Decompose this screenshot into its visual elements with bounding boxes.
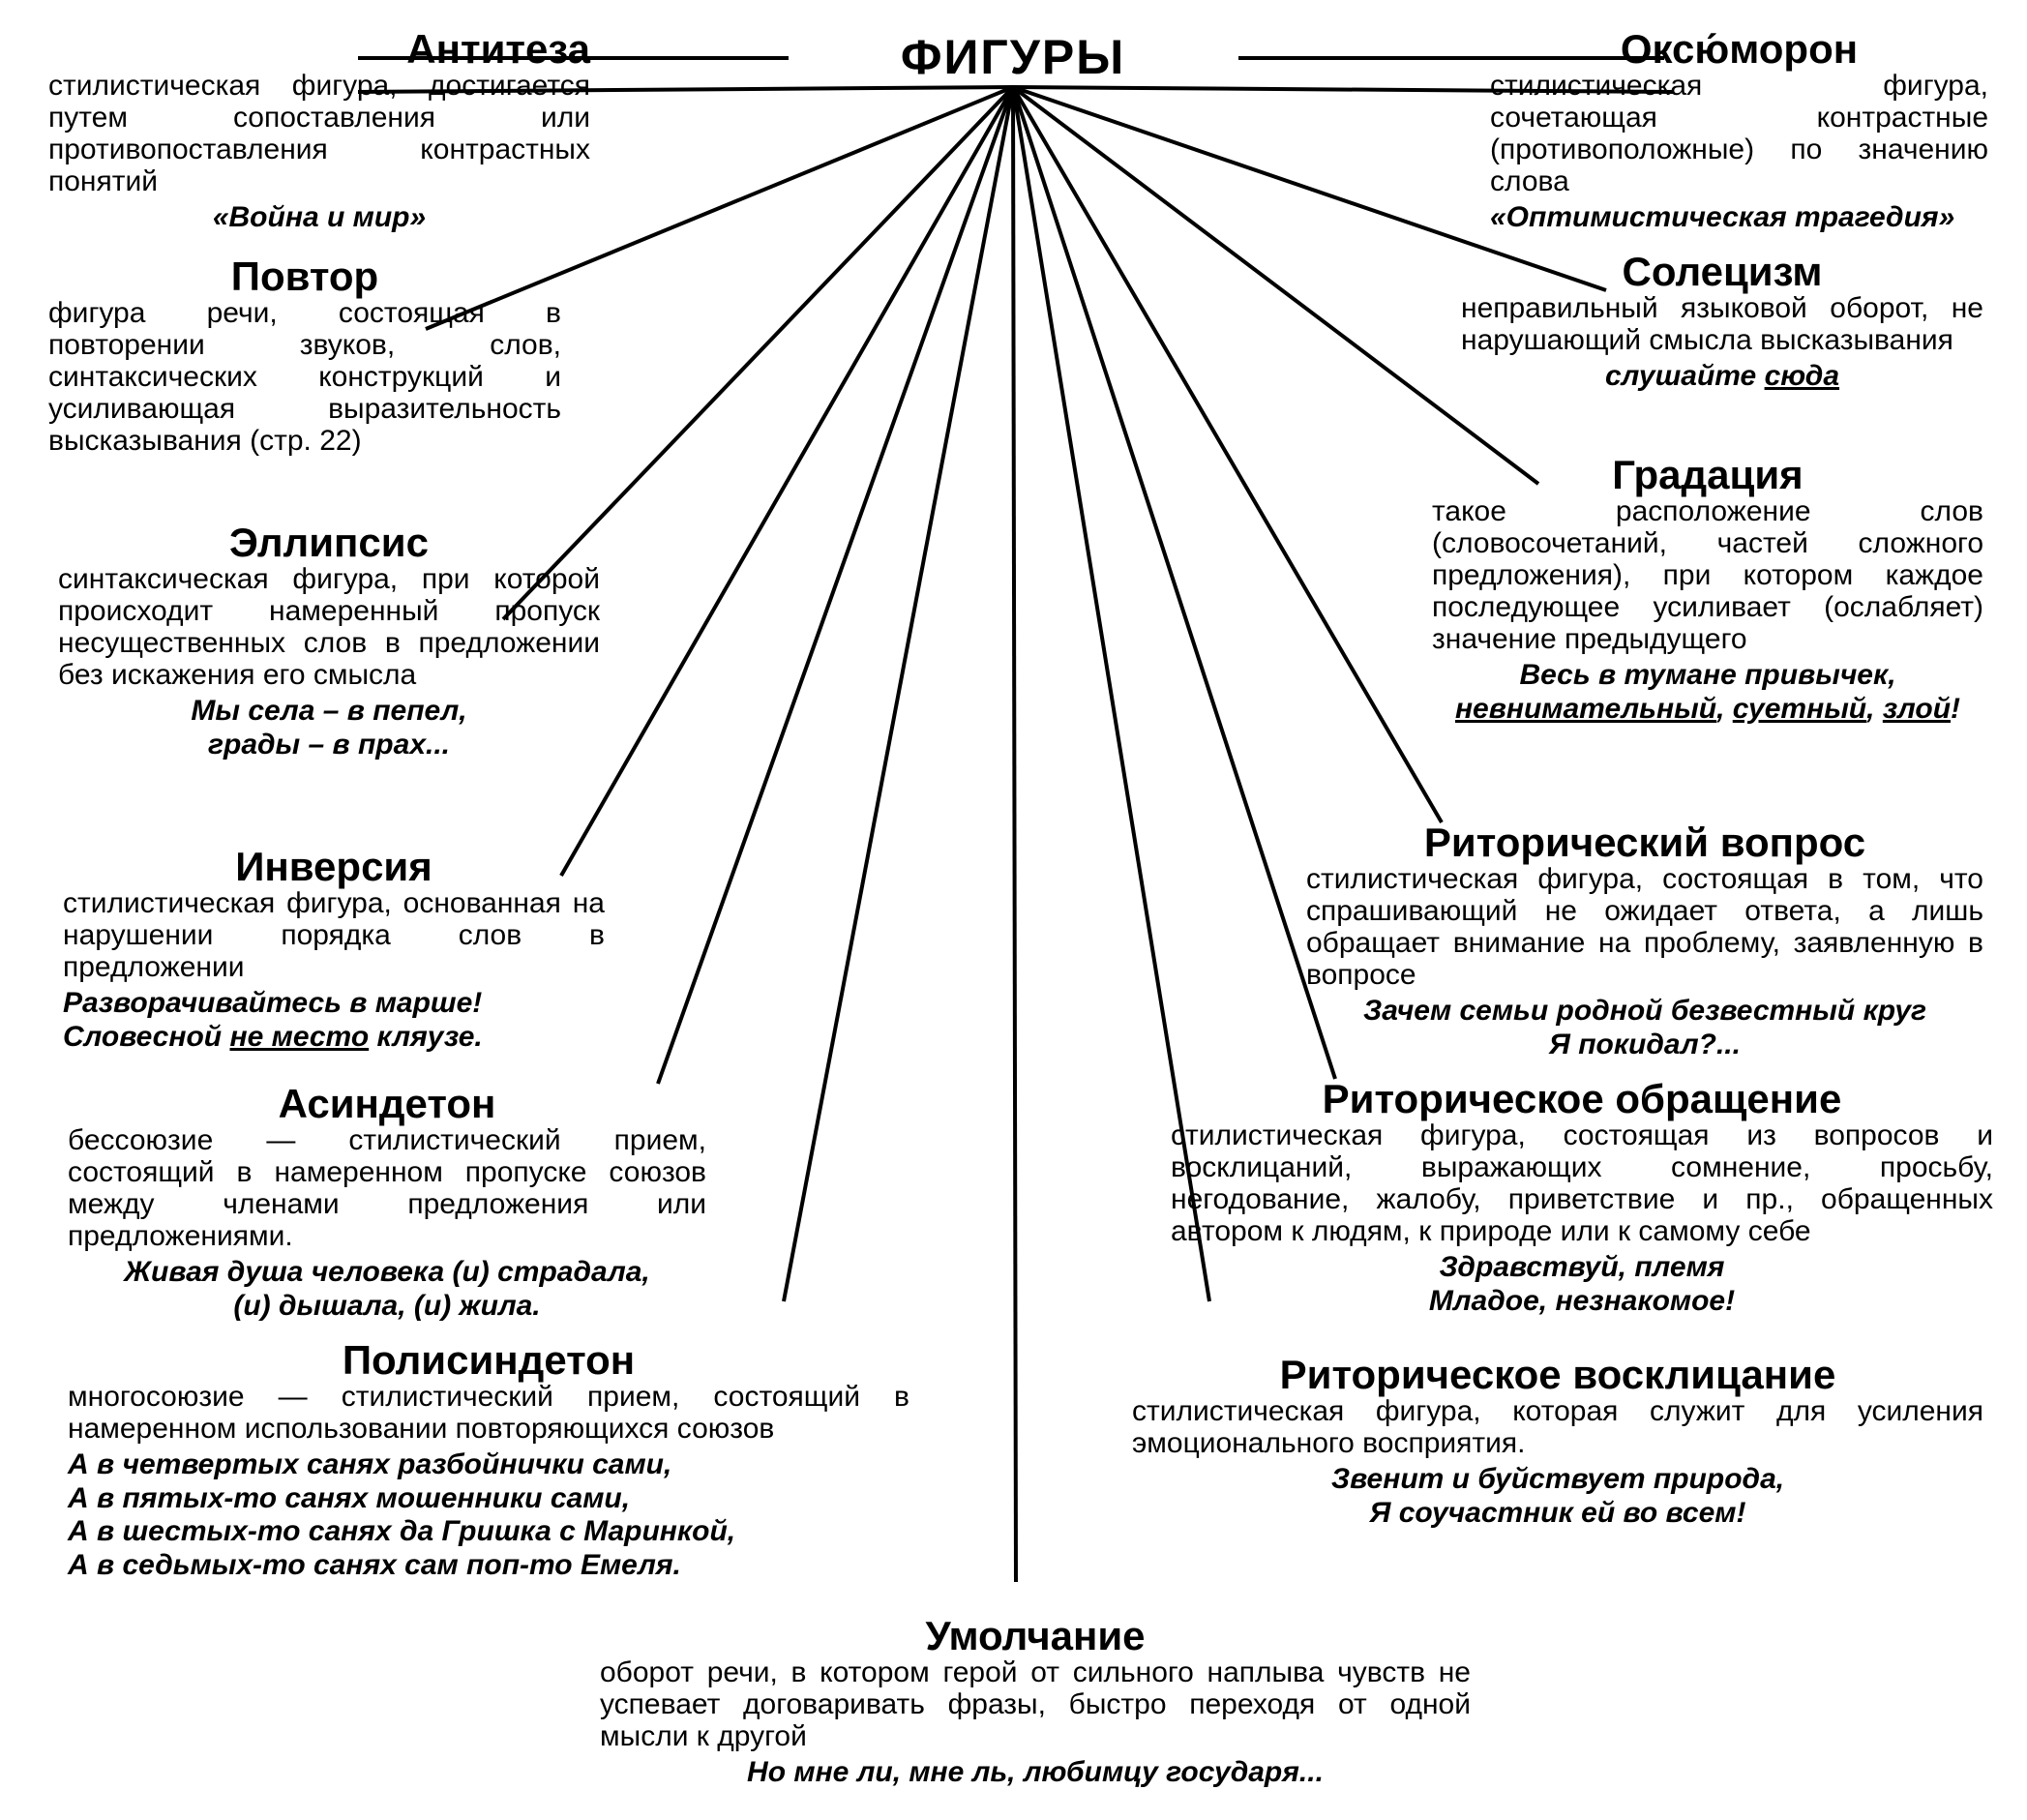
- entry-gradacia: Градациятакое расположение слов (словосо…: [1432, 455, 1983, 726]
- entry-example: Мы села – в пепел,грады – в прах...: [58, 695, 600, 761]
- entry-antiteza: Антитезастилистическая фигура, достигает…: [48, 29, 590, 235]
- entry-rito: Риторическое обращениестилистическая фиг…: [1171, 1079, 1993, 1318]
- figures-diagram: Антитезастилистическая фигура, достигает…: [0, 0, 2027, 1820]
- entry-desc: бессоюзие — стилистический прием, состоя…: [68, 1124, 706, 1252]
- diagram-title: ФИГУРЫ: [901, 29, 1125, 85]
- entry-desc: оборот речи, в котором герой от сильного…: [600, 1656, 1471, 1752]
- entry-example: Зачем семьи родной безвестный кругЯ поки…: [1306, 995, 1983, 1061]
- entry-head: Солецизм: [1461, 252, 1983, 292]
- entry-desc: стилистическая фигура, состоящая из вопр…: [1171, 1119, 1993, 1247]
- entry-head: Эллипсис: [58, 522, 600, 563]
- entry-head: Градация: [1432, 455, 1983, 495]
- entry-povtor: Повторфигура речи, состоящая в повторени…: [48, 256, 561, 457]
- entry-example: Весь в тумане привычек,невнимательный, с…: [1432, 659, 1983, 726]
- entry-ritv: Риторический вопросстилистическая фигура…: [1306, 822, 1983, 1061]
- entry-head: Антитеза: [48, 29, 590, 70]
- entry-ritvosk: Риторическое восклицаниестилистическая ф…: [1132, 1355, 1983, 1530]
- entry-ellipsis: Эллипсиссинтаксическая фигура, при котор…: [58, 522, 600, 761]
- entry-head: Полисиндетон: [68, 1340, 909, 1381]
- entry-oksymoron: Оксю́моронстилистическая фигура, сочетаю…: [1490, 29, 1988, 235]
- entry-solecizm: Солецизмнеправильный языковой оборот, не…: [1461, 252, 1983, 394]
- entry-example: «Оптимистическая трагедия»: [1490, 201, 1988, 235]
- entry-head: Повтор: [48, 256, 561, 297]
- entry-example: Живая душа человека (и) страдала,(и) дыш…: [68, 1256, 706, 1323]
- entry-desc: фигура речи, состоящая в повторении звук…: [48, 297, 561, 457]
- entry-desc: стилистическая фигура, основанная на нар…: [63, 887, 605, 983]
- entry-example: «Война и мир»: [48, 201, 590, 235]
- entry-desc: такое расположение слов (словосочетаний,…: [1432, 495, 1983, 655]
- entry-example: Звенит и буйствует природа,Я соучастник …: [1132, 1463, 1983, 1530]
- entry-asindeton: Асиндетонбессоюзие — стилистический прие…: [68, 1084, 706, 1323]
- entry-desc: стилистическая фигура, состоящая в том, …: [1306, 863, 1983, 991]
- entry-desc: стилистическая фигура, сочетающая контра…: [1490, 70, 1988, 197]
- entry-head: Риторическое обращение: [1171, 1079, 1993, 1119]
- entry-head: Умолчание: [600, 1616, 1471, 1656]
- entry-desc: неправильный языковой оборот, не нарушаю…: [1461, 292, 1983, 356]
- entry-example: слушайте сюда: [1461, 360, 1983, 394]
- entry-head: Инверсия: [63, 847, 605, 887]
- entry-inversia: Инверсиястилистическая фигура, основанна…: [63, 847, 605, 1054]
- entry-desc: многосоюзие — стилистический прием, сост…: [68, 1381, 909, 1445]
- entry-polisindeton: Полисиндетонмногосоюзие — стилистический…: [68, 1340, 909, 1582]
- entry-desc: стилистическая фигура, которая служит дл…: [1132, 1395, 1983, 1459]
- entry-desc: синтаксическая фигура, при которой проис…: [58, 563, 600, 691]
- entry-example: Здравствуй, племяМладое, незнакомое!: [1171, 1251, 1993, 1318]
- entry-head: Оксю́морон: [1490, 29, 1988, 70]
- entry-head: Риторический вопрос: [1306, 822, 1983, 863]
- entry-example: А в четвертых санях разбойнички сами,А в…: [68, 1448, 909, 1582]
- entry-example: Разворачивайтесь в марше!Словесной не ме…: [63, 987, 605, 1054]
- entry-head: Асиндетон: [68, 1084, 706, 1124]
- entry-example: Но мне ли, мне ль, любимцу государя...: [600, 1756, 1471, 1790]
- entry-desc: стилистическая фигура, достигается путем…: [48, 70, 590, 197]
- entry-umolchanie: Умолчаниеоборот речи, в котором герой от…: [600, 1616, 1471, 1790]
- entry-head: Риторическое восклицание: [1132, 1355, 1983, 1395]
